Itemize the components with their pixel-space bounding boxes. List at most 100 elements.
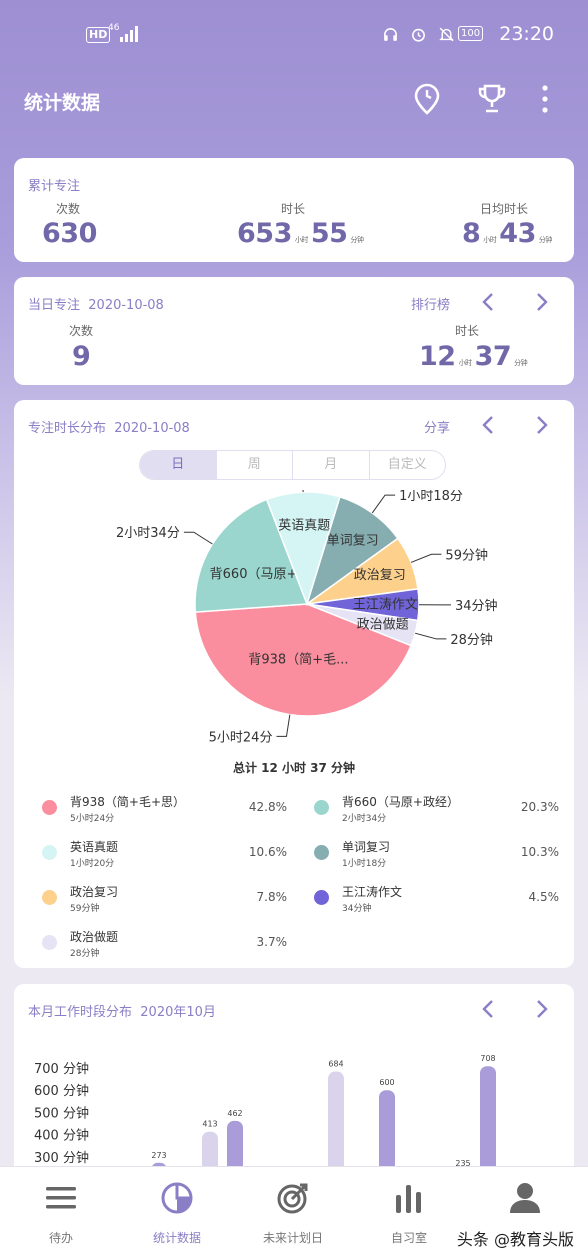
bar-value-label: 235 — [455, 1159, 470, 1168]
next-day-icon[interactable] — [535, 292, 549, 312]
callout-line — [371, 494, 396, 514]
legend-percent: 3.7% — [256, 935, 288, 949]
legend-duration: 59分钟 — [70, 904, 100, 914]
slice-label: 王江涛作文 — [353, 596, 418, 612]
status-bar: HD 46 100 23:20 — [0, 0, 588, 68]
tab-profile[interactable] — [470, 1167, 580, 1258]
tab-statistics[interactable]: 统计数据 — [122, 1167, 232, 1258]
person-icon — [510, 1183, 540, 1213]
menu-icon — [46, 1187, 76, 1209]
legend-duration: 2小时34分 — [342, 814, 387, 824]
slice-label: 政治做题 — [357, 617, 409, 632]
legend-swatch — [42, 935, 57, 950]
legend-swatch — [314, 800, 329, 815]
network-type: 46 — [108, 23, 120, 33]
today-count-value: 9 — [72, 341, 91, 372]
watermark: 头条 @教育头版 — [456, 1230, 574, 1249]
more-icon[interactable] — [538, 82, 552, 116]
legend-name: 背660（马原+政经） — [342, 795, 459, 809]
legend-name: 政治做题 — [70, 930, 119, 944]
app-bar: 统计数据 — [0, 68, 588, 132]
callout-line — [276, 714, 291, 737]
legend-percent: 10.3% — [520, 845, 559, 859]
today-duration-value: 12 小时 37 分钟 — [419, 341, 528, 372]
pie-slice — [306, 603, 419, 647]
headphones-icon — [384, 28, 397, 41]
callout-label: 1小时18分 — [399, 490, 463, 504]
signal-icon — [120, 26, 138, 42]
legend-item: 政治做题 28分钟 3.7% — [42, 925, 287, 965]
trophy-icon[interactable] — [477, 82, 507, 116]
count-label: 次数 — [56, 202, 81, 216]
count-value: 630 — [42, 218, 97, 249]
battery-indicator: 100 — [458, 26, 484, 41]
legend-swatch — [42, 845, 57, 860]
tab-month[interactable]: 月 — [293, 451, 370, 479]
callout-label: 34分钟 — [455, 598, 498, 614]
history-pin-icon[interactable] — [412, 82, 442, 116]
bar-value-label: 462 — [227, 1109, 242, 1118]
daily-value: 8 小时 43 分钟 — [462, 218, 552, 249]
hd-indicator: HD — [86, 27, 111, 43]
distribution-card: 专注时长分布 2020-10-08 分享 日 周 月 自定义 背938（简+毛.… — [14, 400, 574, 968]
pie-slice — [265, 491, 341, 607]
legend-name: 英语真题 — [70, 840, 119, 854]
bar-value-label: 273 — [151, 1151, 166, 1160]
legend-swatch — [314, 845, 329, 860]
legend-percent: 10.6% — [248, 845, 287, 859]
pie-slice — [194, 498, 309, 613]
bar-value-label: 413 — [202, 1120, 217, 1129]
legend-duration: 1小时18分 — [342, 859, 387, 869]
pie-slice — [305, 496, 399, 606]
duration-value: 653 小时 55 分钟 — [237, 218, 364, 249]
y-tick-label: 500 分钟 — [34, 1105, 89, 1121]
legend-item: 王江涛作文 34分钟 4.5% — [314, 880, 559, 920]
alarm-icon — [412, 28, 426, 42]
tab-day[interactable]: 日 — [140, 451, 217, 479]
tab-todo[interactable]: 待办 — [6, 1167, 116, 1258]
ranking-link[interactable]: 排行榜 — [411, 298, 451, 313]
daily-label: 日均时长 — [480, 202, 529, 216]
bar-chart-icon — [396, 1185, 421, 1213]
callout-line — [414, 632, 447, 640]
tab-custom[interactable]: 自定义 — [387, 457, 427, 472]
pie-chart: 背938（简+毛... 5小时24分 背660（马原+... 2小时34分 英语真题 1小… — [116, 490, 498, 745]
tab-future-plan[interactable]: 未来计划日 — [238, 1167, 348, 1258]
slice-label: 政治复习 — [354, 568, 406, 583]
legend-duration: 34分钟 — [342, 904, 372, 914]
tab-week[interactable]: 周 — [217, 451, 293, 479]
y-tick-label: 700 分钟 — [34, 1061, 89, 1077]
y-tick-label: 300 分钟 — [34, 1150, 89, 1166]
duration-label: 时长 — [281, 202, 306, 216]
pie-slice — [194, 603, 412, 717]
legend-name: 政治复习 — [70, 885, 119, 899]
legend-swatch — [42, 800, 57, 815]
legend-percent: 42.8% — [248, 800, 287, 814]
bar-value-label: 684 — [328, 1060, 343, 1069]
prev-day-icon[interactable] — [481, 292, 495, 312]
mute-bell-icon — [439, 27, 455, 42]
tab-study-room[interactable]: 自习室 — [354, 1167, 464, 1258]
clock: 23:20 — [499, 23, 554, 45]
legend-item: 政治复习 59分钟 7.8% — [42, 880, 287, 920]
callout-label: 59分钟 — [445, 547, 488, 563]
y-tick-label: 600 分钟 — [34, 1083, 89, 1099]
legend-item: 单词复习 1小时18分 10.3% — [314, 835, 559, 875]
share-link[interactable]: 分享 — [424, 421, 451, 436]
legend-percent: 7.8% — [256, 890, 288, 904]
target-icon — [277, 1183, 308, 1214]
today-count-label: 次数 — [69, 324, 94, 338]
callout-label: 5小时24分 — [209, 730, 273, 745]
prev-period-icon[interactable] — [481, 415, 495, 435]
next-period-icon[interactable] — [535, 415, 549, 435]
callout-label: 28分钟 — [450, 632, 493, 648]
legend-name: 背938（简+毛+思） — [70, 795, 186, 809]
page-title: 统计数据 — [24, 92, 101, 114]
prev-month-icon[interactable] — [481, 999, 495, 1019]
next-month-icon[interactable] — [535, 999, 549, 1019]
legend-name: 单词复习 — [342, 840, 391, 854]
bar-value-label: 600 — [379, 1078, 394, 1087]
today-duration-label: 时长 — [455, 324, 480, 338]
today-card: 当日专注 2020-10-08 排行榜 次数 9 时长 12 小时 37 分钟 — [14, 277, 574, 385]
distribution-label: 专注时长分布 2020-10-08 — [28, 421, 190, 436]
